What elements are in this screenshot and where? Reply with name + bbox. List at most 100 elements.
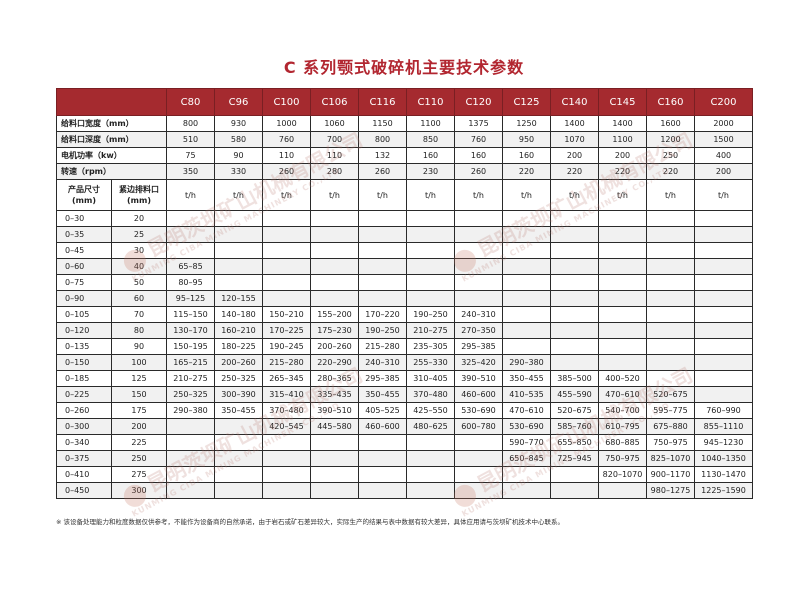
param-value: 160 [406,147,455,164]
model-header: C125 [502,88,551,116]
capacity-cell [598,482,647,499]
capacity-cell [550,274,599,291]
capacity-cell [550,466,599,483]
param-label: 转速（rpm） [56,163,167,180]
model-header: C100 [262,88,311,116]
capacity-cell: 760–990 [694,402,753,419]
param-value: 280 [310,163,359,180]
param-value: 1400 [598,115,647,132]
capacity-cell: 295–385 [358,370,407,387]
param-value: 200 [598,147,647,164]
table-row: 0–90 60 95–125 120–155 [56,290,753,307]
capacity-cell [262,290,311,307]
capacity-cell: 315–410 [262,386,311,403]
size-cell: 0–35 [56,226,112,243]
param-value: 1500 [694,131,753,148]
capacity-cell [406,242,455,259]
table-row: 0–120 80 130–170 160–210 170–225 175–230 190–2… [56,322,753,339]
capacity-cell: 1130–1470 [694,466,753,483]
capacity-cell [406,210,455,227]
capacity-cell: 610–795 [598,418,647,435]
capacity-cell [694,226,753,243]
capacity-cell [646,338,695,355]
table-row: 0–30 20 [56,210,753,227]
capacity-cell: 455–590 [550,386,599,403]
capacity-cell [598,322,647,339]
size-cell: 0–90 [56,290,112,307]
capacity-cell: 820–1070 [598,466,647,483]
param-row: 转速（rpm） 350 330 260 280 260 230 260 220 220 220 220… [56,163,753,180]
unit-cell: t/h [646,179,695,211]
param-value: 1000 [262,115,311,132]
capacity-cell: 680–885 [598,434,647,451]
capacity-cell [262,274,311,291]
capacity-cell: 255–330 [406,354,455,371]
capacity-cell [694,258,753,275]
param-value: 110 [310,147,359,164]
gap-cell: 50 [111,274,167,291]
capacity-cell: 445–580 [310,418,359,435]
param-value: 220 [646,163,695,180]
capacity-cell [502,226,551,243]
capacity-cell [406,466,455,483]
capacity-cell [214,274,263,291]
capacity-cell [406,434,455,451]
capacity-cell [310,434,359,451]
table-row: 0–35 25 [56,226,753,243]
param-value: 1400 [550,115,599,132]
capacity-cell [310,242,359,259]
table-row: 0–300 200 420–545 445–580 460–600 480–625 600–… [56,418,753,435]
capacity-cell [214,434,263,451]
capacity-cell [310,450,359,467]
capacity-cell: 1225–1590 [694,482,753,499]
capacity-cell: 595–775 [646,402,695,419]
table-row: 0–340 225 590–770 655–850 680–885 750–975 945–… [56,434,753,451]
param-value: 760 [262,131,311,148]
capacity-cell [406,450,455,467]
capacity-cell [694,210,753,227]
capacity-cell: 290–380 [502,354,551,371]
capacity-cell: 590–770 [502,434,551,451]
capacity-cell: 155–200 [310,306,359,323]
capacity-cell [694,370,753,387]
capacity-cell [550,338,599,355]
header-corner [56,88,167,116]
param-value: 950 [502,131,551,148]
model-header: C80 [166,88,215,116]
gap-cell: 40 [111,258,167,275]
size-cell: 0–60 [56,258,112,275]
capacity-cell [646,226,695,243]
capacity-cell [454,482,503,499]
capacity-cell: 540–700 [598,402,647,419]
gap-cell: 60 [111,290,167,307]
capacity-cell [454,434,503,451]
capacity-cell: 425–550 [406,402,455,419]
capacity-cell [454,226,503,243]
capacity-cell [214,226,263,243]
param-value: 1060 [310,115,359,132]
model-header: C110 [406,88,455,116]
param-row: 给料口宽度（mm） 800 930 1000 1060 1150 1100 1375 1250 1… [56,115,753,132]
unit-cell: t/h [406,179,455,211]
capacity-cell: 405–525 [358,402,407,419]
capacity-cell [694,386,753,403]
capacity-cell: 310–405 [406,370,455,387]
capacity-cell: 410–535 [502,386,551,403]
param-value: 1600 [646,115,695,132]
param-value: 160 [454,147,503,164]
capacity-cell: 170–225 [262,322,311,339]
capacity-cell [550,210,599,227]
capacity-cell: 240–310 [358,354,407,371]
capacity-cell: 650–845 [502,450,551,467]
param-value: 1070 [550,131,599,148]
capacity-cell [310,226,359,243]
model-header: C200 [694,88,753,116]
size-column-header: 产品尺寸 (mm) [56,179,112,211]
param-value: 800 [358,131,407,148]
capacity-cell: 210–275 [406,322,455,339]
capacity-cell: 235–305 [406,338,455,355]
size-cell: 0–260 [56,402,112,419]
capacity-cell [550,306,599,323]
capacity-cell [550,354,599,371]
table-row: 0–375 250 650–845 725–945 750–975 825–1070 104… [56,450,753,467]
